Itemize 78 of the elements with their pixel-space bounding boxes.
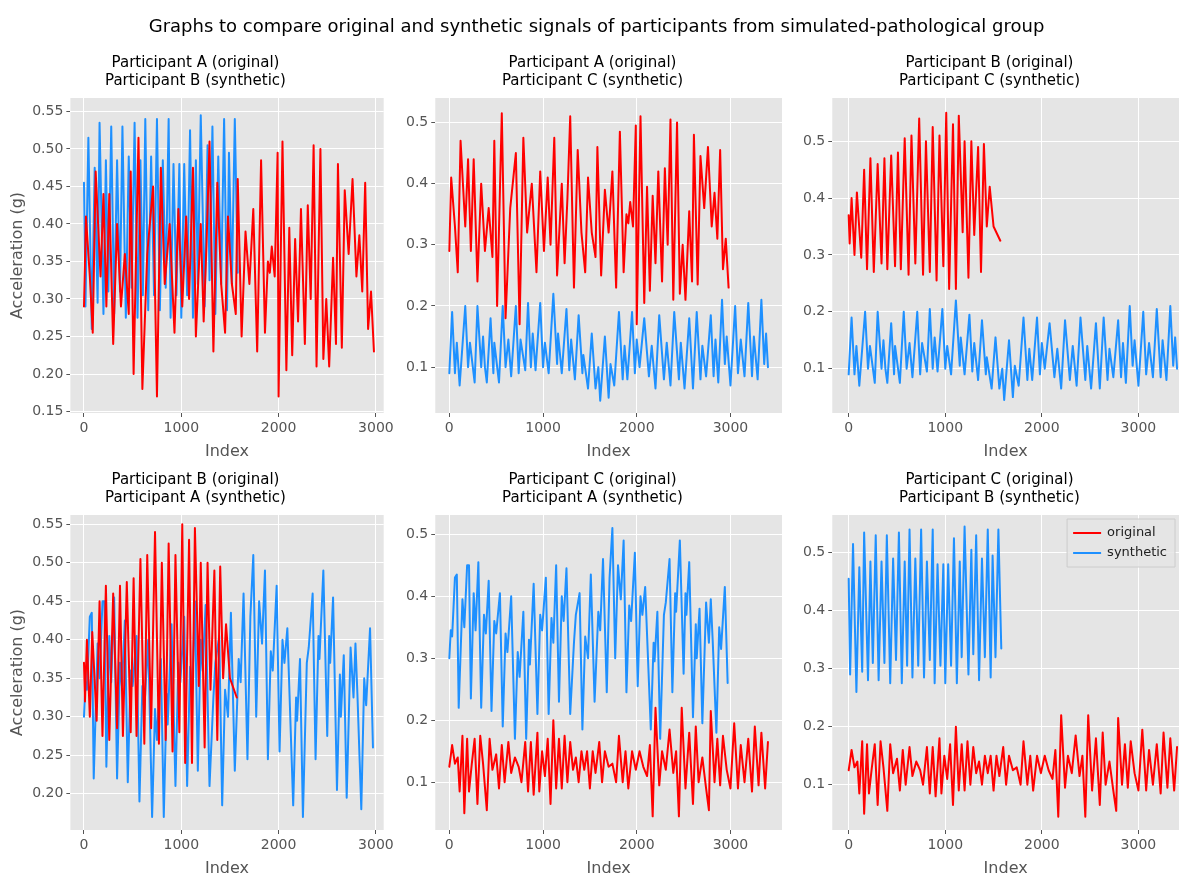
- chart-title: Participant A (original) Participant B (synthetic): [105, 52, 286, 89]
- y-tick-label: 0.4: [406, 586, 429, 603]
- y-tick-label: 0.2: [803, 717, 826, 734]
- y-axis-title: Acceleration (g): [6, 191, 26, 320]
- y-tick-label: 0.40: [32, 214, 64, 231]
- y-tick-label: 0.1: [803, 775, 826, 792]
- x-axis-title: Index: [205, 440, 250, 460]
- y-tick-label: 0.35: [32, 668, 64, 685]
- y-tick-label: 0.20: [32, 784, 64, 801]
- x-tick-label: 1000: [163, 836, 200, 853]
- x-tick-label: 3000: [358, 836, 394, 853]
- x-tick-label: 0: [844, 419, 854, 436]
- y-tick-label: 0.1: [406, 772, 429, 789]
- y-tick-label: 0.50: [32, 139, 64, 156]
- x-tick-label: 0: [79, 836, 89, 853]
- x-tick-label: 1000: [163, 419, 200, 436]
- x-axis-title: Index: [205, 857, 250, 877]
- x-tick-label: 3000: [712, 419, 749, 436]
- y-tick-label: 0.4: [406, 174, 429, 191]
- text: Graphs to compare original and synthetic signals of participants from simulated-pathological group: [147, 13, 1046, 38]
- x-tick-label: 3000: [1120, 836, 1157, 853]
- x-tick-label: 2000: [618, 419, 655, 436]
- y-tick-label: 0.55: [32, 102, 64, 119]
- y-tick-label: 0.2: [406, 296, 429, 313]
- y-tick-label: 0.2: [803, 302, 826, 319]
- y-tick-label: 0.3: [406, 648, 429, 665]
- y-tick-label: 0.45: [32, 591, 64, 608]
- x-tick-label: 2000: [1024, 836, 1060, 853]
- y-tick-label: 0.1: [803, 359, 826, 376]
- x-tick-label: 3000: [358, 419, 394, 436]
- y-tick-label: 0.4: [803, 601, 826, 618]
- x-axis-title: Index: [983, 440, 1028, 460]
- y-tick-label: 0.50: [32, 553, 64, 570]
- x-tick-label: 2000: [1024, 419, 1060, 436]
- x-axis-title: Index: [983, 857, 1028, 877]
- y-tick-label: 0.1: [406, 357, 429, 374]
- y-tick-label: 0.25: [32, 745, 64, 762]
- y-tick-label: 0.20: [32, 364, 64, 381]
- x-tick-label: 1000: [927, 836, 964, 853]
- y-tick-label: 0.4: [803, 188, 826, 205]
- y-tick-label: 0.25: [32, 327, 64, 344]
- x-tick-label: 3000: [712, 836, 749, 853]
- chart-title: Participant B (original) Participant C (synthetic): [898, 52, 1081, 89]
- y-tick-label: 0.5: [406, 113, 429, 130]
- x-tick-label: 1000: [525, 419, 561, 436]
- y-tick-label: 0.3: [803, 245, 826, 262]
- chart-title: Participant C (original) Participant A (synthetic): [502, 469, 683, 506]
- y-tick-label: 0.2: [406, 710, 429, 727]
- chart-title: Participant B (original) Participant A (synthetic): [105, 469, 286, 506]
- x-tick-label: 0: [79, 419, 89, 436]
- x-tick-label: 2000: [260, 836, 297, 853]
- y-tick-label: 0.40: [32, 630, 64, 647]
- y-tick-label: 0.5: [803, 543, 826, 560]
- x-tick-label: 0: [844, 836, 854, 853]
- x-tick-label: 2000: [260, 419, 297, 436]
- x-tick-label: 0: [444, 836, 454, 853]
- y-tick-label: 0.3: [803, 659, 826, 676]
- y-tick-label: 0.30: [32, 289, 64, 306]
- x-tick-label: 1000: [525, 836, 561, 853]
- x-tick-label: 1000: [927, 419, 964, 436]
- x-tick-label: 3000: [1120, 419, 1157, 436]
- x-axis-title: Index: [586, 857, 631, 877]
- legend-label: original: [1107, 524, 1156, 540]
- chart-title: Participant A (original) Participant C (synthetic): [501, 52, 684, 89]
- y-tick-label: 0.30: [32, 707, 64, 724]
- y-tick-label: 0.5: [406, 524, 429, 541]
- x-tick-label: 0: [444, 419, 454, 436]
- x-tick-label: 2000: [618, 836, 655, 853]
- y-tick-label: 0.55: [32, 514, 64, 531]
- y-tick-label: 0.45: [32, 177, 64, 194]
- chart-title: Participant C (original) Participant B (synthetic): [899, 469, 1080, 506]
- legend-label: synthetic: [1107, 544, 1168, 560]
- x-axis-title: Index: [586, 440, 631, 460]
- y-tick-label: 0.15: [32, 402, 64, 419]
- y-tick-label: 0.35: [32, 252, 64, 269]
- y-tick-label: 0.3: [406, 235, 429, 252]
- y-axis-title: Acceleration (g): [6, 608, 26, 737]
- y-tick-label: 0.5: [803, 131, 826, 148]
